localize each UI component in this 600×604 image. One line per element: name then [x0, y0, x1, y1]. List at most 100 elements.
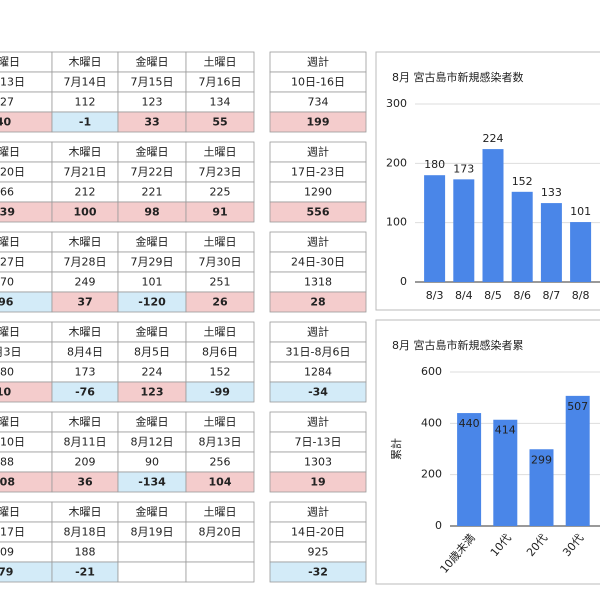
cell-text: 8月11日 [64, 436, 107, 449]
bar [565, 395, 590, 526]
cell-text: 7月27日 [0, 256, 25, 269]
x-tick-label: 8/5 [484, 289, 502, 302]
column-header: 週計 [307, 415, 329, 429]
cell-text: 7月30日 [199, 256, 242, 269]
cell-text: 7月22日 [131, 166, 174, 179]
cell-text: 24日-30日 [291, 256, 345, 269]
y-tick-label: 0 [435, 519, 442, 532]
cell-text: 925 [308, 546, 329, 559]
cell-text: 8月6日 [202, 346, 238, 359]
table-cell [185, 291, 255, 313]
bar [529, 449, 554, 526]
y-tick-label: 100 [386, 216, 407, 229]
column-header: 水曜日 [0, 56, 20, 69]
cell-text: 288 [0, 456, 14, 469]
cell-text: 8月20日 [199, 526, 242, 539]
cell-text: 7月29日 [131, 256, 174, 269]
cell-text: 36 [77, 476, 93, 489]
cell-text: 112 [75, 96, 96, 109]
cell-text: 1318 [304, 276, 332, 289]
cell-text: -21 [75, 566, 95, 579]
column-header: 土曜日 [204, 146, 237, 159]
x-tick-label: 8/7 [543, 289, 561, 302]
column-header: 木曜日 [69, 416, 102, 429]
column-header: 週計 [307, 235, 329, 249]
cell-text: 7月23日 [199, 166, 242, 179]
column-header: 水曜日 [0, 146, 20, 159]
column-header: 土曜日 [204, 326, 237, 339]
column-header: 週計 [307, 325, 329, 339]
y-tick-label: 200 [421, 468, 442, 481]
cell-text: 7月14日 [64, 76, 107, 89]
cell-text: 26 [212, 296, 228, 309]
column-header: 金曜日 [136, 505, 169, 519]
cell-text: 173 [75, 366, 96, 379]
cell-text: 90 [145, 456, 159, 469]
bar [570, 222, 592, 282]
cell-text: 100 [74, 206, 97, 219]
column-header: 金曜日 [136, 235, 169, 249]
bar [482, 149, 504, 282]
y-tick-label: 0 [400, 275, 407, 288]
cell-text: 127 [0, 96, 14, 109]
column-header: 木曜日 [69, 506, 102, 519]
cell-text: 225 [210, 186, 231, 199]
cell-text: 249 [75, 276, 96, 289]
cell-text: 7月21日 [64, 166, 107, 179]
column-header: 木曜日 [69, 236, 102, 249]
table-cell [117, 541, 187, 563]
column-header: 金曜日 [136, 145, 169, 159]
cell-text: 139 [0, 206, 15, 219]
cell-text: -79 [0, 566, 13, 579]
column-header: 金曜日 [136, 415, 169, 429]
table-cell [185, 201, 255, 223]
cell-text: 209 [75, 456, 96, 469]
cell-text: 7月28日 [64, 256, 107, 269]
cell-text: 17日-23日 [291, 166, 345, 179]
cell-text: 8月10日 [0, 436, 25, 449]
data-label: 299 [531, 453, 552, 466]
bar [511, 191, 533, 282]
chart-frame [375, 319, 600, 585]
table-cell [269, 111, 367, 133]
bar [493, 419, 518, 526]
cell-text: 152 [210, 366, 231, 379]
cell-text: 212 [75, 186, 96, 199]
cell-text: 170 [0, 276, 14, 289]
data-label: 224 [483, 132, 504, 145]
chart-title: 8月 宮古島市新規感染者数 [392, 70, 524, 84]
data-label: 152 [512, 175, 533, 188]
cell-text: -34 [308, 386, 328, 399]
column-header: 水曜日 [0, 416, 20, 429]
data-label: 414 [495, 424, 516, 437]
data-label: 507 [567, 400, 588, 413]
bar [540, 203, 562, 282]
column-header: 水曜日 [0, 326, 20, 339]
table-cell [185, 471, 255, 493]
cell-text: 209 [0, 546, 14, 559]
cell-text: -120 [138, 296, 166, 309]
table-cell [117, 561, 187, 583]
data-label: 173 [453, 162, 474, 175]
cell-text: 33 [144, 116, 159, 129]
column-header: 金曜日 [136, 325, 169, 339]
cell-text: 199 [307, 116, 330, 129]
y-tick-label: 300 [386, 97, 407, 110]
cell-text: 1284 [304, 366, 332, 379]
cell-text: 221 [142, 186, 163, 199]
cell-text: 8月3日 [0, 346, 22, 359]
cell-text: 7日-13日 [295, 436, 342, 449]
cell-text: 8月4日 [67, 346, 103, 359]
table-cell [185, 561, 255, 583]
y-tick-label: 600 [421, 365, 442, 378]
cell-text: 37 [77, 296, 92, 309]
cell-text: 10 [0, 386, 11, 399]
cell-text: 14日-20日 [291, 526, 345, 539]
column-header: 金曜日 [136, 55, 169, 69]
column-header: 木曜日 [69, 56, 102, 69]
table-cell [269, 471, 367, 493]
cell-text: 19 [310, 476, 325, 489]
cell-text: 8月5日 [134, 346, 170, 359]
